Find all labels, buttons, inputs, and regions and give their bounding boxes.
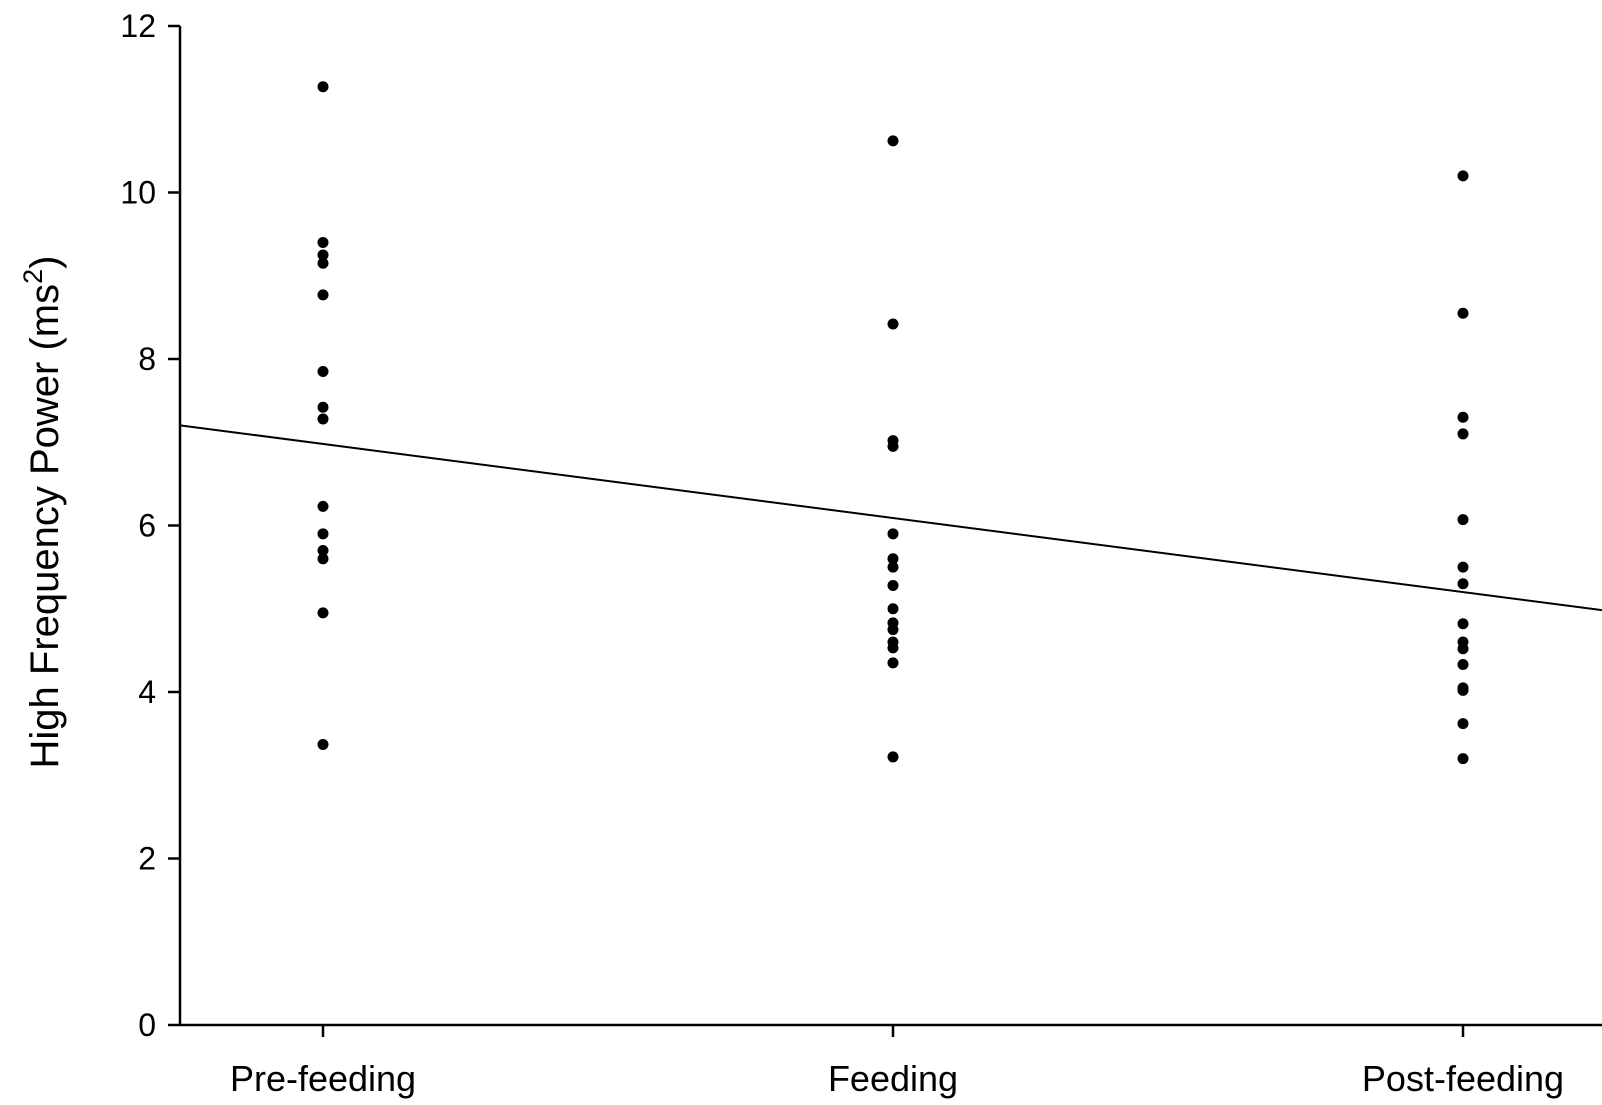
data-point — [1457, 578, 1469, 590]
data-point — [1457, 659, 1469, 671]
x-tick-label: Pre-feeding — [230, 1058, 416, 1099]
y-tick-label: 6 — [138, 508, 156, 544]
y-tick-label: 0 — [138, 1007, 156, 1043]
x-axis: Pre-feeding Feeding Post-feeding — [180, 1023, 1602, 1099]
trend-line — [179, 424, 1602, 612]
data-point — [887, 751, 899, 763]
data-point — [887, 579, 899, 591]
data-point — [1457, 718, 1469, 730]
data-point — [1457, 514, 1469, 526]
data-point — [317, 738, 329, 750]
data-point — [317, 528, 329, 540]
data-point — [887, 603, 899, 615]
data-point — [1457, 411, 1469, 423]
data-point — [317, 544, 329, 556]
data-points — [317, 81, 1469, 765]
data-point — [887, 135, 899, 147]
data-point — [1457, 643, 1469, 655]
data-point — [317, 257, 329, 269]
x-tick-label: Post-feeding — [1362, 1058, 1564, 1099]
data-point — [317, 553, 329, 565]
trend-line-group — [179, 424, 1602, 612]
data-point — [317, 249, 329, 261]
y-axis-title: High Frequency Power (ms2) — [18, 256, 67, 769]
data-point — [887, 657, 899, 669]
data-point — [317, 236, 329, 248]
y-axis-title-superscript: 2 — [18, 269, 48, 284]
y-tick-label: 4 — [138, 674, 156, 710]
y-axis-title-suffix: ) — [23, 256, 67, 269]
data-point — [887, 624, 899, 636]
data-point — [1457, 170, 1469, 182]
data-point — [317, 413, 329, 425]
data-point — [1457, 307, 1469, 319]
data-point — [1457, 561, 1469, 573]
data-point — [887, 553, 899, 565]
data-point — [887, 318, 899, 330]
y-tick-label: 2 — [138, 841, 156, 877]
data-point — [317, 500, 329, 512]
y-tick-label: 12 — [120, 8, 156, 44]
data-point — [1457, 753, 1469, 765]
data-point — [887, 561, 899, 573]
data-point — [317, 401, 329, 413]
y-axis: 0 2 4 6 8 10 12 — [120, 8, 182, 1043]
y-tick-label: 10 — [120, 175, 156, 211]
y-axis-title-text: High Frequency Power (ms — [23, 284, 67, 769]
y-tick-label: 8 — [138, 341, 156, 377]
data-point — [887, 642, 899, 654]
data-point — [1457, 684, 1469, 696]
data-point — [887, 528, 899, 540]
x-tick-label: Feeding — [828, 1058, 958, 1099]
data-point — [1457, 428, 1469, 440]
data-point — [317, 81, 329, 93]
data-point — [317, 607, 329, 619]
data-point — [1457, 618, 1469, 630]
data-point — [317, 289, 329, 301]
data-point — [887, 440, 899, 452]
data-point — [317, 365, 329, 377]
